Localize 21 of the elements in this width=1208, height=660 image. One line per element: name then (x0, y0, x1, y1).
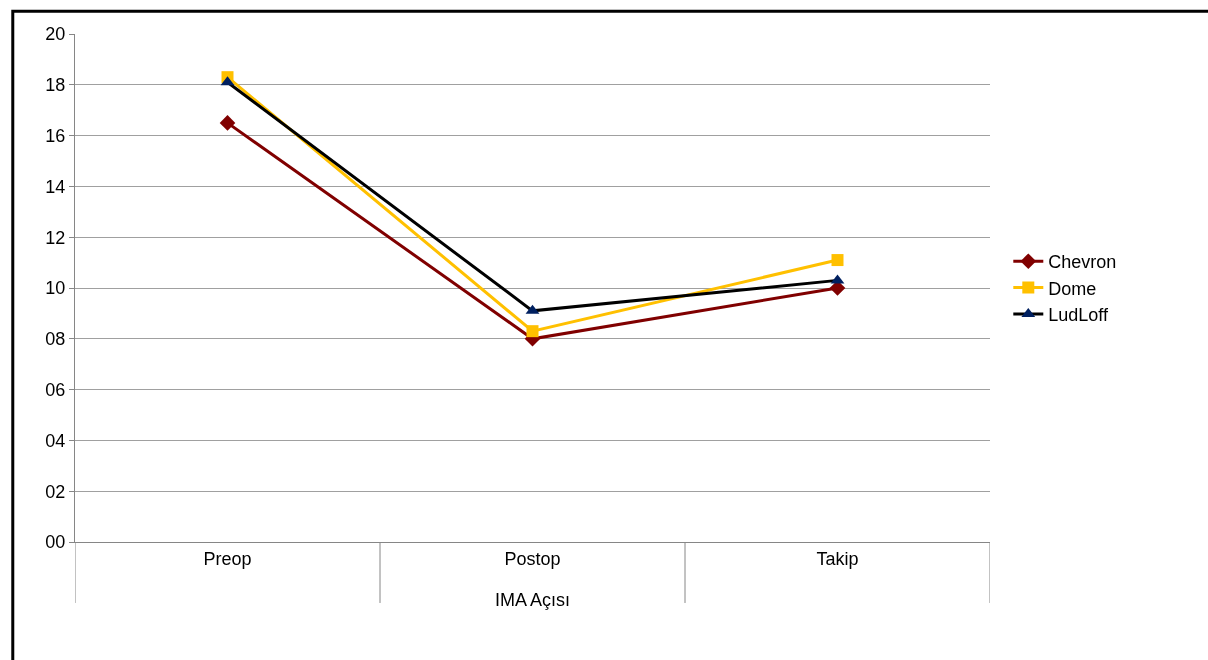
y-tick-label: 02 (45, 481, 66, 502)
y-tick-label: 06 (45, 379, 66, 400)
y-tick-label: 00 (45, 532, 66, 553)
point (831, 254, 844, 267)
x-tick-label: Postop (504, 548, 561, 569)
x-axis-title: IMA Açısı (494, 589, 571, 610)
y-tick-label: 08 (45, 329, 66, 350)
point (526, 325, 539, 338)
y-tick-label: 10 (45, 278, 66, 299)
y-tick-label: 04 (45, 430, 66, 451)
legend-label: Dome (1048, 278, 1097, 299)
legend-label: LudLoff (1048, 305, 1110, 326)
y-tick-label: 14 (45, 176, 66, 197)
x-tick-label: Takip (816, 548, 859, 569)
point (219, 115, 236, 131)
y-tick-label: 12 (45, 227, 66, 248)
y-tick-label: 16 (45, 125, 66, 146)
y-tick-label: 20 (45, 24, 66, 45)
legend-label: Chevron (1048, 252, 1117, 273)
y-tick-label: 18 (45, 75, 66, 96)
x-tick-label: Preop (203, 548, 252, 569)
